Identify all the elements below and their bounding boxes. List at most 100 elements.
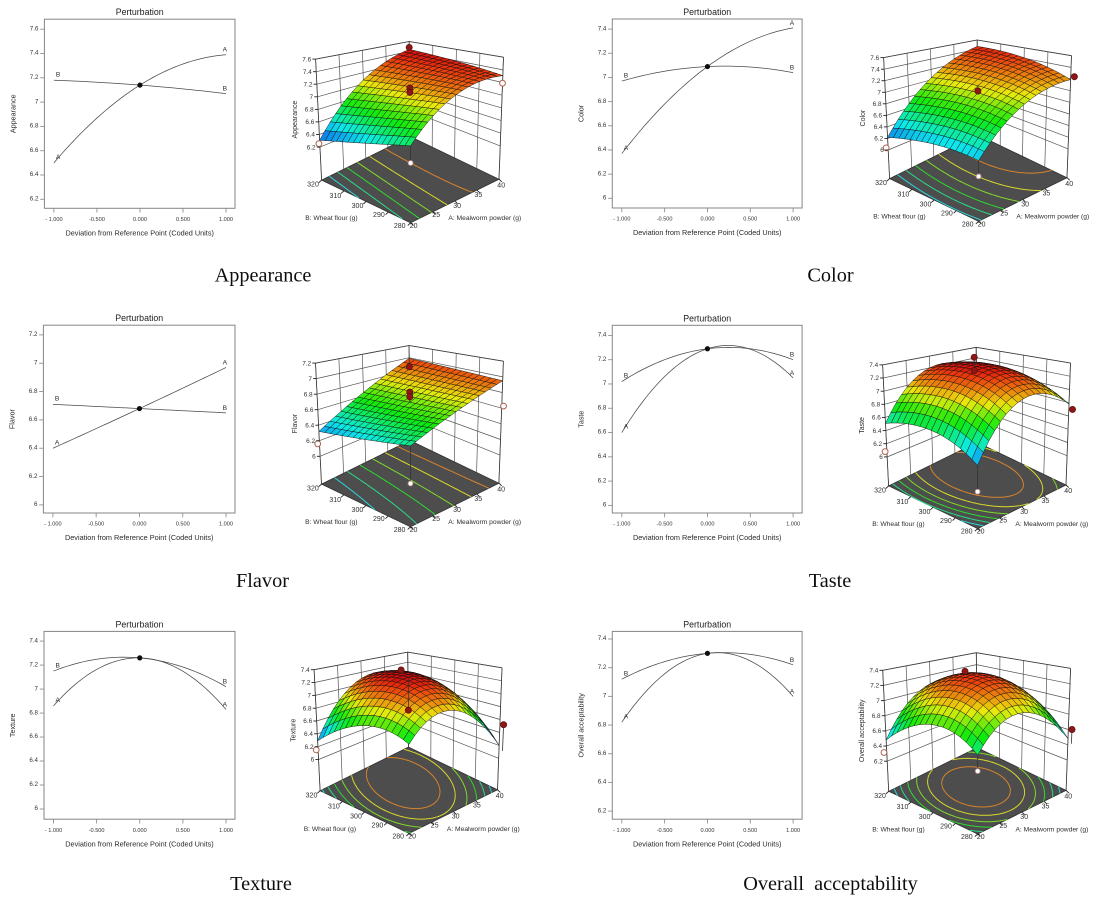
- svg-text:Color: Color: [807, 265, 853, 287]
- svg-text:B: B: [790, 65, 795, 72]
- svg-text:6.6: 6.6: [873, 113, 882, 120]
- svg-text:6.4: 6.4: [29, 757, 38, 764]
- svg-text:B: Wheat flour (g): B: Wheat flour (g): [305, 519, 357, 526]
- svg-text:-0.500: -0.500: [89, 828, 105, 834]
- svg-text:7.4: 7.4: [598, 25, 607, 32]
- svg-text:Flavor: Flavor: [7, 409, 16, 430]
- svg-text:25: 25: [1000, 210, 1008, 217]
- svg-text:7.2: 7.2: [304, 81, 313, 88]
- svg-text:B: B: [55, 396, 60, 403]
- svg-text:40: 40: [496, 793, 504, 800]
- svg-text:30: 30: [1020, 814, 1028, 821]
- svg-text:Taste: Taste: [859, 417, 866, 434]
- svg-text:6.8: 6.8: [872, 713, 881, 720]
- svg-text:6.4: 6.4: [598, 453, 607, 460]
- svg-text:-0.500: -0.500: [657, 522, 673, 528]
- svg-text:- 1.000: - 1.000: [613, 217, 630, 223]
- svg-text:7.4: 7.4: [29, 637, 38, 644]
- svg-text:A: A: [223, 702, 228, 709]
- svg-text:6.6: 6.6: [305, 119, 314, 126]
- svg-text:35: 35: [474, 496, 482, 503]
- svg-text:6.2: 6.2: [305, 744, 314, 751]
- svg-text:Perturbation: Perturbation: [116, 619, 164, 629]
- svg-text:- 1.000: - 1.000: [613, 522, 630, 528]
- svg-text:290: 290: [372, 823, 384, 830]
- svg-text:0.500: 0.500: [743, 522, 757, 528]
- svg-text:B: Wheat flour (g): B: Wheat flour (g): [872, 521, 924, 528]
- svg-text:7.2: 7.2: [598, 664, 607, 671]
- svg-text:40: 40: [497, 486, 505, 493]
- svg-text:- 1.000: - 1.000: [45, 217, 62, 223]
- svg-text:1.000: 1.000: [219, 522, 233, 528]
- svg-text:7.4: 7.4: [598, 635, 607, 642]
- svg-text:7.4: 7.4: [869, 362, 878, 369]
- svg-text:B: B: [223, 679, 228, 686]
- svg-text:0.000: 0.000: [132, 522, 146, 528]
- svg-text:A: Mealworm powder (g): A: Mealworm powder (g): [448, 215, 521, 222]
- svg-text:- 1.000: - 1.000: [45, 828, 62, 834]
- svg-text:7.2: 7.2: [598, 356, 607, 363]
- svg-text:7.4: 7.4: [598, 332, 607, 339]
- svg-text:320: 320: [307, 182, 319, 189]
- svg-text:0.000: 0.000: [700, 828, 714, 834]
- svg-text:Appearance: Appearance: [8, 94, 17, 133]
- svg-text:0.000: 0.000: [133, 828, 147, 834]
- svg-text:6.8: 6.8: [598, 404, 607, 411]
- svg-text:A: A: [790, 20, 795, 27]
- svg-text:35: 35: [475, 192, 483, 199]
- svg-text:310: 310: [897, 804, 909, 811]
- svg-text:6: 6: [35, 805, 39, 812]
- svg-text:40: 40: [1064, 794, 1072, 801]
- svg-text:7: 7: [603, 74, 607, 81]
- svg-text:7: 7: [603, 693, 607, 700]
- svg-text:6.6: 6.6: [30, 147, 39, 154]
- svg-text:6.4: 6.4: [304, 731, 313, 738]
- svg-text:35: 35: [473, 803, 481, 810]
- svg-text:6.6: 6.6: [29, 416, 38, 423]
- svg-text:6.2: 6.2: [307, 144, 316, 151]
- svg-text:30: 30: [1021, 202, 1029, 209]
- svg-text:7: 7: [310, 94, 314, 101]
- svg-text:A: A: [624, 713, 629, 720]
- svg-text:A: Mealworm powder (g): A: Mealworm powder (g): [448, 519, 521, 526]
- svg-text:30: 30: [453, 507, 461, 514]
- svg-text:Perturbation: Perturbation: [683, 7, 731, 17]
- svg-text:B: B: [56, 662, 61, 669]
- svg-text:6.6: 6.6: [872, 415, 881, 422]
- svg-text:290: 290: [940, 823, 952, 830]
- svg-text:0.500: 0.500: [176, 828, 190, 834]
- svg-text:B: B: [624, 72, 629, 79]
- svg-text:7: 7: [308, 376, 312, 383]
- svg-text:20: 20: [978, 221, 986, 228]
- svg-text:6.8: 6.8: [303, 705, 312, 712]
- svg-text:7: 7: [34, 359, 38, 366]
- svg-text:Color: Color: [860, 109, 867, 126]
- svg-text:6.6: 6.6: [598, 429, 607, 436]
- svg-text:0.500: 0.500: [176, 522, 190, 528]
- svg-text:Deviation from Reference Point: Deviation from Reference Point (Coded Un…: [633, 228, 781, 237]
- svg-text:Deviation from Reference Point: Deviation from Reference Point (Coded Un…: [65, 229, 213, 238]
- svg-text:6.2: 6.2: [874, 758, 883, 765]
- svg-text:A: A: [790, 688, 795, 695]
- svg-text:6.4: 6.4: [873, 428, 882, 435]
- svg-text:6: 6: [603, 502, 607, 509]
- svg-text:300: 300: [919, 509, 931, 516]
- svg-text:320: 320: [306, 792, 318, 799]
- svg-text:7.2: 7.2: [29, 661, 38, 668]
- svg-text:7: 7: [876, 388, 880, 395]
- svg-text:320: 320: [307, 486, 319, 493]
- svg-text:A: A: [56, 697, 61, 704]
- svg-text:Perturbation: Perturbation: [683, 619, 731, 629]
- svg-text:1.000: 1.000: [219, 217, 233, 223]
- svg-text:25: 25: [999, 823, 1007, 830]
- svg-text:20: 20: [410, 223, 418, 230]
- svg-text:Overall acceptability: Overall acceptability: [743, 873, 918, 895]
- svg-text:7.2: 7.2: [598, 49, 607, 56]
- svg-text:6.4: 6.4: [30, 171, 39, 178]
- svg-text:6.8: 6.8: [304, 391, 313, 398]
- svg-text:35: 35: [1043, 191, 1051, 198]
- svg-text:Texture: Texture: [8, 714, 17, 738]
- svg-text:-0.500: -0.500: [657, 217, 673, 223]
- svg-text:0.000: 0.000: [700, 522, 714, 528]
- svg-text:30: 30: [453, 203, 461, 210]
